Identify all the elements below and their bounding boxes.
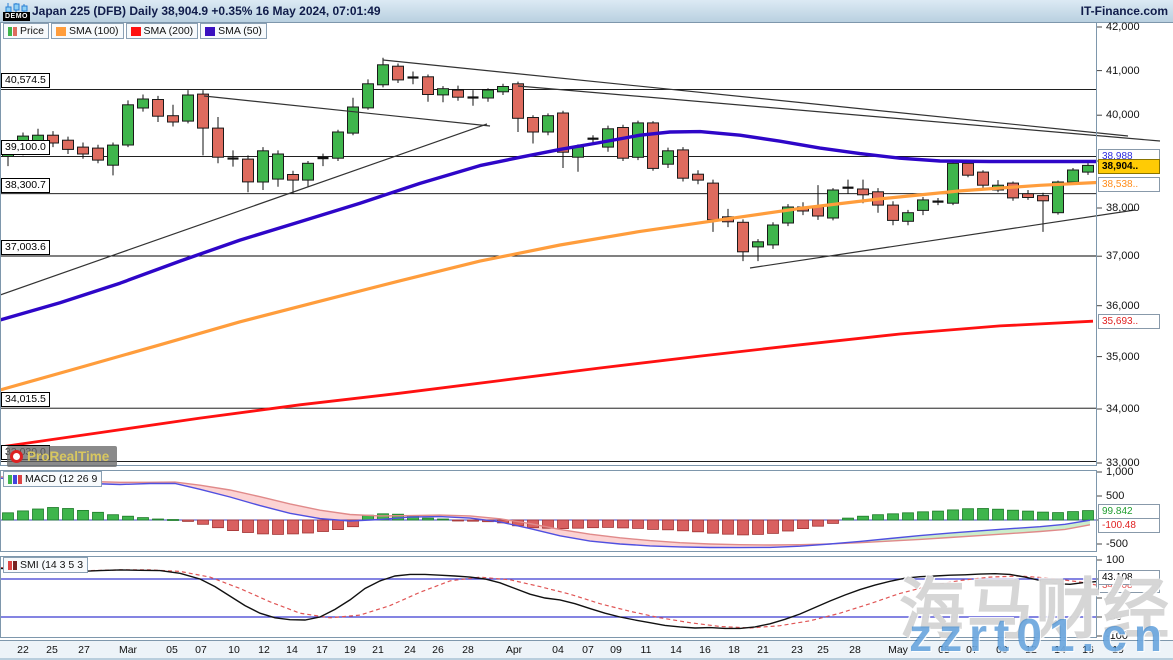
time-axis-label: 07 [966,644,978,656]
chinese-brand-watermark: 海马财经 [899,572,1171,646]
smi-legend-label: SMI (14 3 5 3 [20,559,84,571]
time-axis-label: 12 [258,644,270,656]
axis-tick-label: -500 [1106,538,1129,550]
legend-row: Price SMA (100) SMA (200) SMA (50) [3,23,267,39]
time-axis-label: 09 [610,644,622,656]
legend-sma50[interactable]: SMA (50) [200,23,267,39]
legend-sma200[interactable]: SMA (200) [125,23,199,39]
time-axis-label: 26 [432,644,444,656]
time-axis-label: 14 [286,644,298,656]
time-axis-label: 25 [817,644,829,656]
price-level-label: 39,100.0 [1,140,50,156]
time-axis-label: 12 [1025,644,1037,656]
axis-badge: 38,904.. [1098,159,1160,174]
smi-bars-icon [8,560,17,570]
axis-tick-label: -50 [1106,611,1122,623]
time-axis-label: 09 [996,644,1008,656]
axis-badge: 43.108 [1098,570,1160,585]
price-level-label: 37,003.6 [1,239,50,255]
time-axis-label: 28 [462,644,474,656]
legend-price[interactable]: Price [3,23,49,39]
axis-tick-label: 38,000 [1106,201,1140,214]
time-axis-label: 25 [46,644,58,656]
time-axis-label: 27 [78,644,90,656]
prorealtime-circle-icon [10,450,23,463]
chinese-site-watermark: zzrt01.cn [909,609,1169,660]
time-axis-label: May [888,644,908,656]
time-axis-label: 23 [791,644,803,656]
macd-bars-icon [8,474,22,484]
legend-sma50-label: SMA (50) [218,25,262,37]
time-axis-label: Apr [505,644,523,656]
time-axis-label: 04 [552,644,564,656]
instrument-title: Japan 225 (DFB) Daily 38,904.9 +0.35% 16… [32,4,381,18]
legend-price-label: Price [20,25,44,37]
sma200-swatch-icon [130,26,141,36]
time-axis-label: 22 [17,644,29,656]
prorealtime-watermark: ProRealTime [7,446,118,467]
time-axis-label: 28 [849,644,861,656]
time-axis-label: 14 [1054,644,1066,656]
header-bar: DEMO Japan 225 (DFB) Daily 38,904.9 +0.3… [0,0,1173,23]
legend-sma200-label: SMA (200) [143,25,194,37]
demo-badge: DEMO [3,12,30,21]
axis-tick-label: 0 [1106,592,1113,604]
time-axis-label: 05 [166,644,178,656]
time-axis-label: 07 [195,644,207,656]
price-level-label: 40,574.5 [1,73,50,89]
axis-badge: 99.842 [1098,504,1160,519]
time-axis-label: Mar [118,644,138,656]
axis-tick-label: 33,000 [1106,457,1140,470]
time-axis-label: 16 [1082,644,1094,656]
macd-legend-label: MACD (12 26 9 [25,473,98,485]
time-axis-label: 19 [344,644,356,656]
time-axis-label: 17 [316,644,328,656]
time-axis-label: 14 [670,644,682,656]
axis-tick-label: 500 [1106,490,1125,502]
sma50-swatch-icon [205,26,216,36]
sma100-swatch-icon [55,26,66,36]
time-axis-label: 07 [582,644,594,656]
price-level-label: 38,300.7 [1,177,50,193]
time-axis-label: 05 [938,644,950,656]
time-axis-label: 19 [1112,644,1124,656]
axis-tick-label: 36,000 [1106,299,1140,312]
time-axis-label: 18 [728,644,740,656]
itfinance-link[interactable]: IT-Finance.com [1080,4,1168,18]
axis-tick-label: -100 [1106,630,1129,642]
legend-sma100[interactable]: SMA (100) [50,23,124,39]
time-axis-label: 21 [372,644,384,656]
time-axis-label: 11 [640,644,652,656]
price-candles-icon [8,26,17,36]
macd-legend[interactable]: MACD (12 26 9 [3,471,103,487]
axis-tick-label: 35,000 [1106,350,1140,363]
axis-tick-label: 1,000 [1106,466,1134,478]
axis-badge: 35,693.. [1098,314,1160,329]
axis-badge: -100.48 [1098,518,1160,533]
smi-legend[interactable]: SMI (14 3 5 3 [3,557,89,573]
time-axis-label: 24 [404,644,416,656]
axis-tick-label: 34,000 [1106,403,1140,416]
axis-tick-label: 40,000 [1106,109,1140,122]
time-axis-label: 10 [228,644,240,656]
axis-tick-label: 100 [1106,554,1125,566]
axis-tick-label: 42,000 [1106,21,1140,33]
time-axis[interactable] [0,640,1173,660]
time-axis-label: 21 [757,644,769,656]
axis-tick-label: 41,000 [1106,64,1140,77]
legend-sma100-label: SMA (100) [68,25,119,37]
price-level-label: 34,015.5 [1,392,50,408]
time-axis-label: 16 [699,644,711,656]
axis-tick-label: 37,000 [1106,250,1140,263]
axis-badge: 38,538.. [1098,177,1160,192]
prorealtime-watermark-text: ProRealTime [27,449,110,464]
